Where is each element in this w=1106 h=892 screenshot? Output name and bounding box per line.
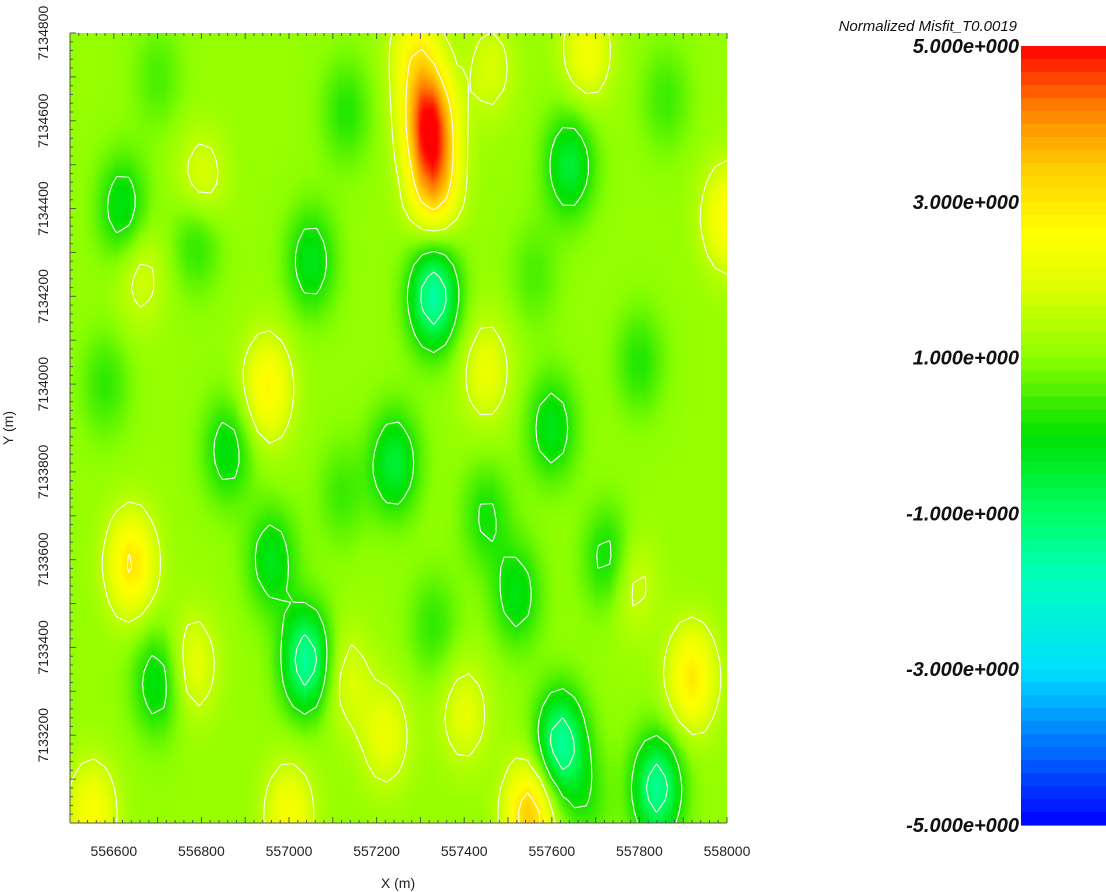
colorbar-band — [1021, 46, 1106, 60]
colorbar-band — [1021, 552, 1106, 566]
colorbar-band — [1021, 188, 1106, 203]
colorbar-band — [1021, 253, 1106, 268]
colorbar-band — [1021, 227, 1106, 242]
contour-line — [106, 126, 683, 824]
colorbar-band — [1021, 565, 1106, 579]
colorbar-band — [1021, 357, 1106, 372]
colorbar-band — [1021, 682, 1106, 696]
colorbar: 5.000e+000 3.000e+000 1.000e+000 -1.000e+00… — [906, 36, 1106, 837]
colorbar-band — [1021, 760, 1106, 774]
colorbar-band — [1021, 162, 1106, 177]
colorbar-band — [1021, 773, 1106, 787]
colorbar-band — [1021, 123, 1106, 138]
colorbar-band — [1021, 461, 1106, 476]
x-tick-label: 556800 — [178, 843, 225, 859]
colorbar-band — [1021, 110, 1106, 125]
x-tick-label: 556600 — [90, 843, 137, 859]
colorbar-band — [1021, 344, 1106, 359]
colorbar-band — [1021, 71, 1106, 86]
contour-line — [69, 32, 728, 824]
colorbar-band — [1021, 526, 1106, 540]
colorbar-band — [1021, 136, 1106, 151]
x-tick-label: 557400 — [441, 843, 488, 859]
colorbar-band — [1021, 448, 1106, 463]
colorbar-band — [1021, 201, 1106, 216]
colorbar-label: -3.000e+000 — [906, 659, 1019, 681]
contour-line — [126, 48, 541, 824]
colorbar-band — [1021, 513, 1106, 527]
colorbar-band — [1021, 240, 1106, 255]
colorbar-band — [1021, 487, 1106, 502]
y-tick-label: 7134000 — [35, 357, 51, 412]
colorbar-band — [1021, 292, 1106, 307]
x-tick-label: 557000 — [266, 843, 313, 859]
colorbar-band — [1021, 175, 1106, 190]
y-tick-label: 7134600 — [35, 93, 51, 148]
y-axis-title: Y (m) — [0, 411, 16, 445]
colorbar-label: 1.000e+000 — [913, 348, 1019, 370]
y-tick-label: 7133400 — [35, 620, 51, 675]
x-tick-label: 557800 — [616, 843, 663, 859]
colorbar-band — [1021, 97, 1106, 112]
colorbar-band — [1021, 812, 1106, 826]
colorbar-band — [1021, 331, 1106, 346]
y-tick-label: 7134800 — [35, 6, 51, 61]
x-axis-title: X (m) — [381, 875, 415, 891]
colorbar-band — [1021, 708, 1106, 722]
colorbar-band — [1021, 383, 1106, 398]
colorbar-band — [1021, 721, 1106, 735]
colorbar-band — [1021, 266, 1106, 281]
colorbar-band — [1021, 84, 1106, 99]
x-tick-label: 558000 — [704, 843, 751, 859]
colorbar-band — [1021, 214, 1106, 229]
x-tick-label: 557600 — [528, 843, 575, 859]
colorbar-band — [1021, 643, 1106, 657]
colorbar-band — [1021, 370, 1106, 385]
colorbar-band — [1021, 58, 1106, 73]
colorbar-band — [1021, 604, 1106, 618]
colorbar-band — [1021, 656, 1106, 670]
y-tick-label: 7134200 — [35, 269, 51, 324]
y-tick-label: 7133800 — [35, 444, 51, 499]
colorbar-band — [1021, 409, 1106, 424]
y-tick-label: 7134400 — [35, 181, 51, 236]
heatmap-raster — [70, 33, 727, 823]
contour-line — [294, 271, 669, 813]
colorbar-band — [1021, 630, 1106, 644]
colorbar-band — [1021, 435, 1106, 450]
y-tick-label: 7133200 — [35, 708, 51, 763]
colorbar-band — [1021, 149, 1106, 164]
colorbar-label: 3.000e+000 — [913, 192, 1019, 214]
colorbar-band — [1021, 747, 1106, 761]
axes: 556600 556800 557000 557200 557400 557600 5578… — [35, 6, 751, 859]
colorbar-band — [1021, 669, 1106, 683]
colorbar-band — [1021, 617, 1106, 631]
colorbar-band — [1021, 591, 1106, 605]
colorbar-band — [1021, 279, 1106, 294]
plot-area — [69, 32, 728, 824]
colorbar-band — [1021, 799, 1106, 813]
colorbar-band — [1021, 474, 1106, 489]
colorbar-band — [1021, 422, 1106, 437]
colorbar-band — [1021, 734, 1106, 748]
y-tick-label: 7133600 — [35, 532, 51, 587]
colorbar-title: Normalized Misfit_T0.0019 — [839, 18, 1018, 35]
colorbar-label: -1.000e+000 — [906, 503, 1019, 525]
colorbar-band — [1021, 695, 1106, 709]
colorbar-label: -5.000e+000 — [906, 815, 1019, 837]
colorbar-band — [1021, 578, 1106, 592]
colorbar-band — [1021, 305, 1106, 320]
colorbar-band — [1021, 786, 1106, 800]
colorbar-band — [1021, 539, 1106, 553]
colorbar-label: 5.000e+000 — [913, 36, 1019, 58]
colorbar-band — [1021, 318, 1106, 333]
colorbar-band — [1021, 396, 1106, 411]
colorbar-band — [1021, 500, 1106, 514]
x-tick-label: 557200 — [353, 843, 400, 859]
